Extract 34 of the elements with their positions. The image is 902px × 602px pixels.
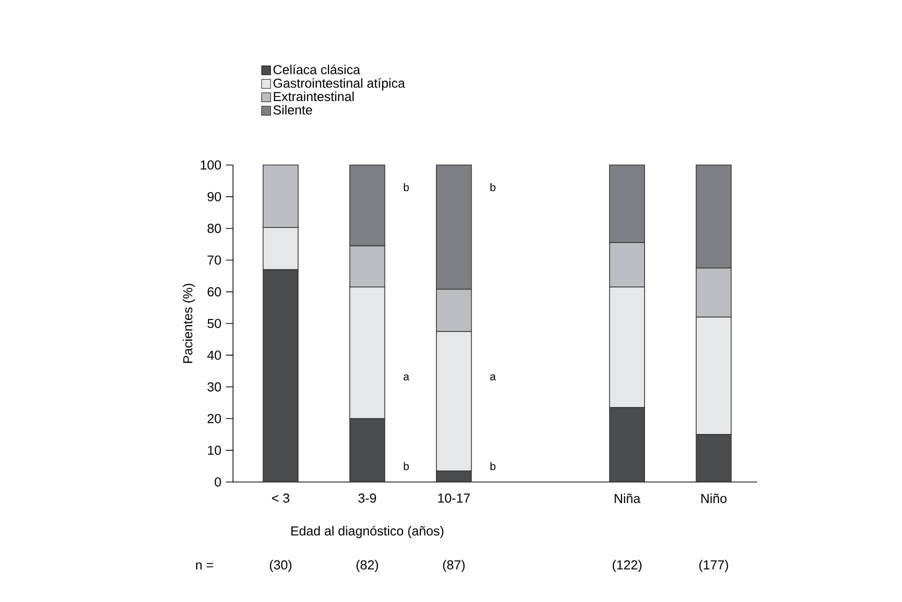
y-tick-label: 10	[208, 446, 221, 455]
y-tick-label: 90	[208, 192, 221, 202]
y-tick-label: 80	[208, 224, 221, 233]
text: (82)	[356, 560, 378, 572]
y-tick-label: 70	[208, 255, 221, 265]
text: (30)	[270, 560, 292, 572]
annotation: b	[490, 183, 496, 192]
x-axis-title: Edad al diagnóstico (años)	[291, 526, 444, 538]
x-tick-label: < 3	[272, 494, 290, 503]
y-tick-label: 40	[207, 350, 221, 360]
x-tick-label: Niño	[701, 494, 727, 504]
y-tick-label: 50	[208, 318, 221, 328]
text: n =	[196, 562, 213, 570]
y-tick-label: 30	[208, 382, 221, 392]
y-tick-label: 0	[214, 477, 221, 487]
annotation: a	[404, 374, 410, 380]
legend-label: Gastrointestinal atípica	[274, 78, 406, 90]
annotation: a	[490, 374, 496, 380]
x-tick-label: Niña	[614, 494, 640, 504]
annotation: b	[404, 183, 409, 192]
text: (177)	[699, 560, 728, 572]
y-tick-label: 60	[208, 287, 221, 296]
y-axis-title: Pacientes (%)	[182, 284, 195, 363]
legend-label: Celíaca clásica	[274, 64, 360, 74]
annotation: b	[404, 462, 409, 470]
y-tick-label: 20	[208, 414, 221, 424]
annotation: b	[490, 462, 496, 470]
legend-label: Extraintestinal	[274, 92, 354, 102]
y-tick-label: 100	[200, 160, 221, 170]
x-tick-label: 10-17	[438, 494, 470, 503]
x-tick-label: 3-9	[358, 494, 376, 503]
text: (87)	[443, 560, 465, 572]
text: (122)	[612, 560, 642, 572]
legend-label: Silente	[273, 104, 312, 115]
